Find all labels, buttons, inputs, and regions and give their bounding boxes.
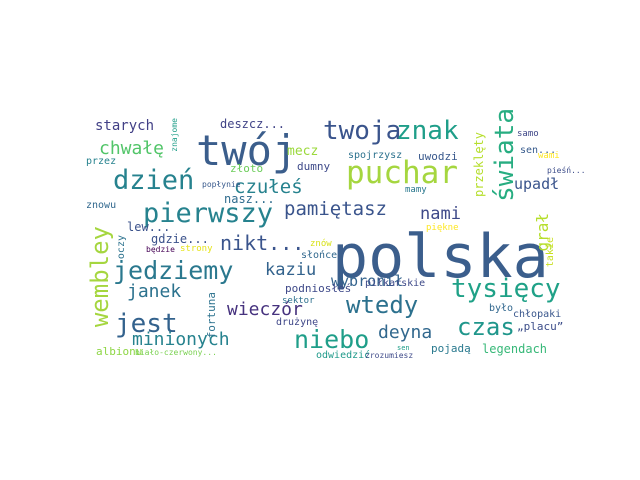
word: kaziu bbox=[265, 260, 317, 280]
word: minionych bbox=[132, 329, 230, 350]
word: znów bbox=[310, 239, 332, 249]
word: deyna bbox=[378, 322, 433, 343]
word: fortuna bbox=[205, 292, 218, 339]
word: oczy bbox=[116, 235, 127, 260]
word: dumny bbox=[297, 160, 331, 173]
word: piłkarskie bbox=[365, 278, 426, 289]
word: podniosłeś bbox=[285, 282, 352, 295]
word: nami bbox=[420, 204, 461, 224]
word: wami bbox=[538, 151, 560, 161]
word: czułeś bbox=[234, 176, 303, 198]
word: niebo bbox=[294, 325, 370, 354]
word: przeklęty bbox=[472, 132, 486, 198]
word: jest bbox=[115, 309, 178, 339]
word: mecz bbox=[287, 144, 319, 159]
word: pieśń... bbox=[547, 166, 586, 175]
word: mamy bbox=[405, 185, 427, 195]
word: albionu bbox=[96, 345, 143, 358]
word: samo bbox=[517, 129, 539, 139]
word: „placu” bbox=[517, 320, 564, 333]
word: czas bbox=[457, 313, 515, 341]
word: puchar bbox=[346, 155, 458, 191]
word: piękne bbox=[426, 223, 459, 233]
word: tysięcy bbox=[451, 274, 561, 304]
word: polska bbox=[332, 222, 549, 292]
word: starych bbox=[95, 118, 155, 134]
word: twoja bbox=[323, 116, 402, 146]
word: uwodzi bbox=[418, 150, 458, 163]
word: sen bbox=[397, 344, 410, 352]
word: pojadą bbox=[431, 342, 471, 355]
word: było bbox=[489, 303, 514, 314]
word: przez bbox=[86, 156, 117, 167]
word: biało-czerwony... bbox=[135, 348, 217, 357]
word: odwiedzić bbox=[316, 350, 371, 361]
word: wembley bbox=[86, 226, 114, 328]
word: strony bbox=[180, 244, 213, 254]
word: słońce bbox=[301, 250, 338, 261]
word: pamiętasz bbox=[284, 198, 387, 220]
word: spojrzysz bbox=[348, 150, 403, 161]
word: wieczór bbox=[227, 299, 303, 320]
word: będzie bbox=[146, 245, 175, 254]
word: nasz... bbox=[224, 192, 275, 206]
word: legendach bbox=[482, 342, 548, 356]
word: znowu bbox=[86, 200, 117, 211]
word: chłopaki bbox=[513, 309, 562, 320]
word: jedziemy bbox=[113, 256, 234, 285]
word: wybronił bbox=[331, 272, 404, 290]
word: twój bbox=[196, 126, 298, 175]
word: sektor bbox=[282, 296, 315, 306]
word: pierwszy bbox=[143, 198, 274, 229]
word: znajome bbox=[170, 118, 179, 152]
word: lew... bbox=[127, 220, 171, 234]
word: janek bbox=[127, 281, 182, 302]
word: nikt... bbox=[220, 231, 305, 255]
word: wtedy bbox=[346, 291, 419, 319]
word: deszcz... bbox=[220, 117, 286, 131]
word: sen... bbox=[520, 145, 557, 156]
word: upadł bbox=[514, 175, 560, 193]
word: takie bbox=[545, 237, 556, 268]
word: popłynie bbox=[202, 180, 241, 189]
word: drużynę bbox=[276, 317, 319, 328]
word: gdzie... bbox=[151, 232, 209, 246]
word: chwałę bbox=[99, 138, 165, 159]
word: zrozumiesz bbox=[365, 351, 414, 360]
word: znak bbox=[396, 116, 459, 146]
word: dzień bbox=[113, 165, 195, 196]
word: złoto bbox=[230, 162, 264, 175]
